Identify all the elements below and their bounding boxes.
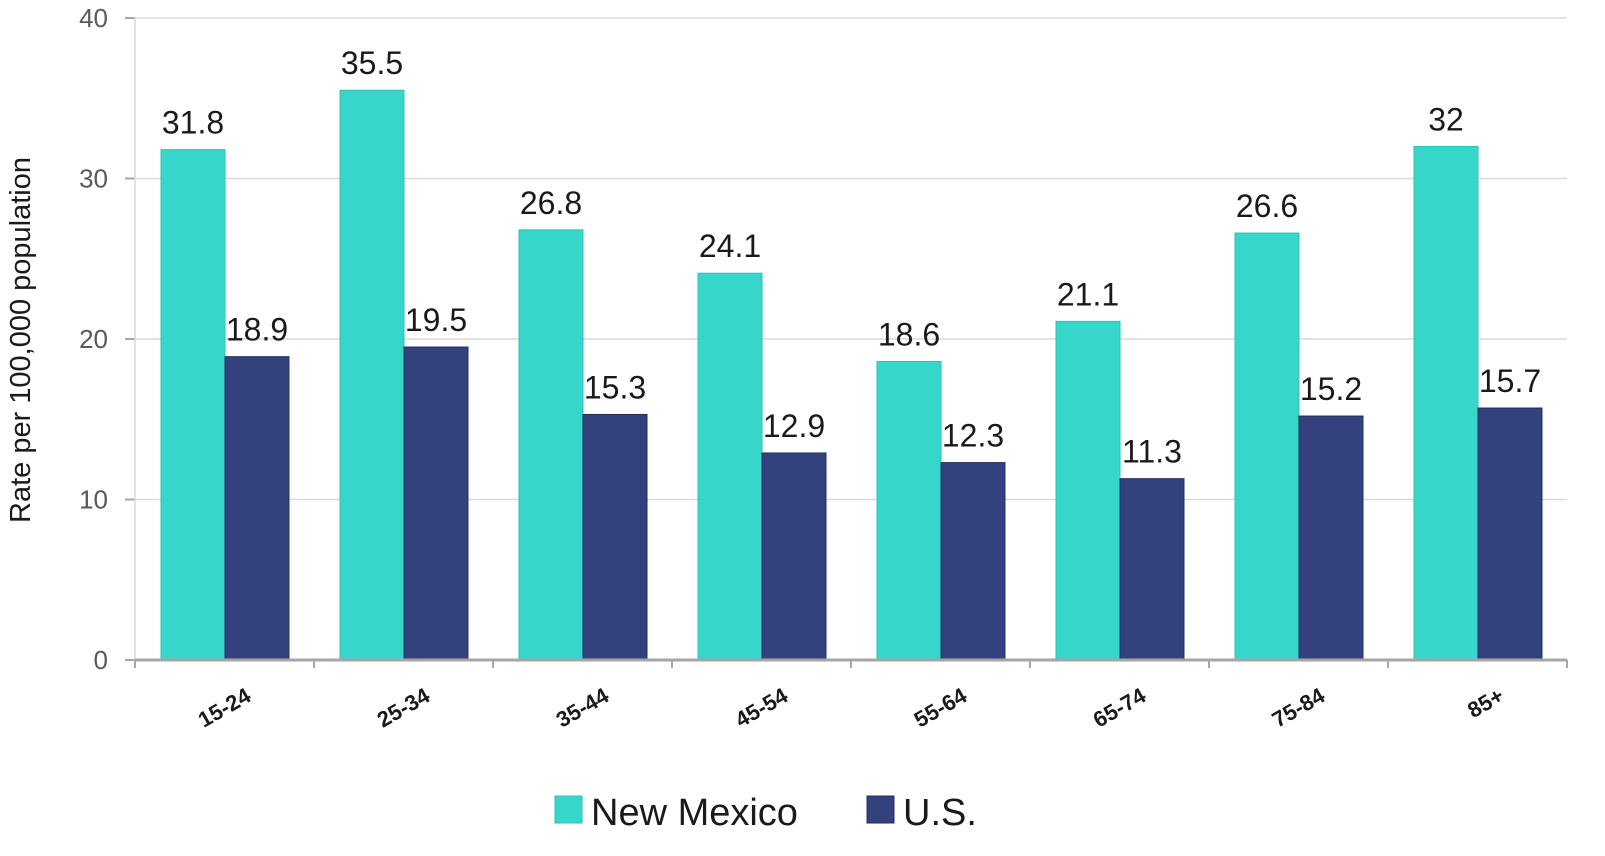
y-tick-label: 30 xyxy=(79,164,108,194)
y-tick-label: 0 xyxy=(94,645,108,675)
data-label: 19.5 xyxy=(405,302,467,338)
data-label: 35.5 xyxy=(341,45,403,81)
bar xyxy=(940,462,1006,661)
legend-swatch xyxy=(554,795,583,824)
bar xyxy=(1477,407,1543,661)
bar xyxy=(876,360,942,661)
x-tick-label: 85+ xyxy=(1463,683,1508,723)
data-label: 31.8 xyxy=(162,105,224,141)
y-tick-label: 10 xyxy=(79,485,108,515)
data-label: 15.2 xyxy=(1300,371,1362,407)
bar xyxy=(1413,145,1479,661)
x-tick-label: 65-74 xyxy=(1089,682,1151,732)
data-label: 26.8 xyxy=(520,185,582,221)
legend: New Mexico U.S. xyxy=(554,792,977,834)
bar xyxy=(1055,320,1121,661)
bar xyxy=(518,229,584,661)
legend-swatch xyxy=(866,795,895,824)
data-label: 18.6 xyxy=(878,316,940,352)
bar xyxy=(160,149,226,661)
bar xyxy=(1234,232,1300,661)
bar xyxy=(224,356,290,661)
data-label: 11.3 xyxy=(1122,434,1182,470)
bar xyxy=(582,413,648,661)
data-label: 12.9 xyxy=(763,408,825,444)
y-tick-label: 40 xyxy=(79,3,108,33)
x-tick-label: 75-84 xyxy=(1268,682,1330,732)
y-axis-title: Rate per 100,000 population xyxy=(5,157,37,523)
x-tick-label: 15-24 xyxy=(194,682,256,732)
data-label: 18.9 xyxy=(226,312,288,348)
bar xyxy=(761,452,827,661)
x-tick-label: 35-44 xyxy=(552,682,614,732)
bar xyxy=(697,272,763,661)
bar xyxy=(1119,478,1185,661)
data-label: 12.3 xyxy=(942,418,1004,454)
data-label: 15.7 xyxy=(1479,363,1541,399)
data-labels: 31.8 18.9 35.5 19.5 26.8 15.3 24.1 12.9 18.6 12.3… xyxy=(162,45,1541,469)
legend-label: New Mexico xyxy=(591,792,798,834)
bar xyxy=(339,89,405,661)
x-tick-label: 25-34 xyxy=(373,682,435,732)
legend-label: U.S. xyxy=(903,792,977,834)
data-label: 21.1 xyxy=(1057,276,1119,312)
data-label: 15.3 xyxy=(584,369,646,405)
data-label: 32 xyxy=(1428,101,1464,137)
bar xyxy=(403,346,469,661)
data-label: 26.6 xyxy=(1236,188,1298,224)
x-tick-label: 45-54 xyxy=(731,682,793,732)
bars xyxy=(160,89,1543,661)
x-tick-label: 55-64 xyxy=(910,682,972,732)
data-label: 24.1 xyxy=(699,228,761,264)
y-tick-label: 20 xyxy=(79,324,108,354)
bar xyxy=(1298,415,1364,661)
